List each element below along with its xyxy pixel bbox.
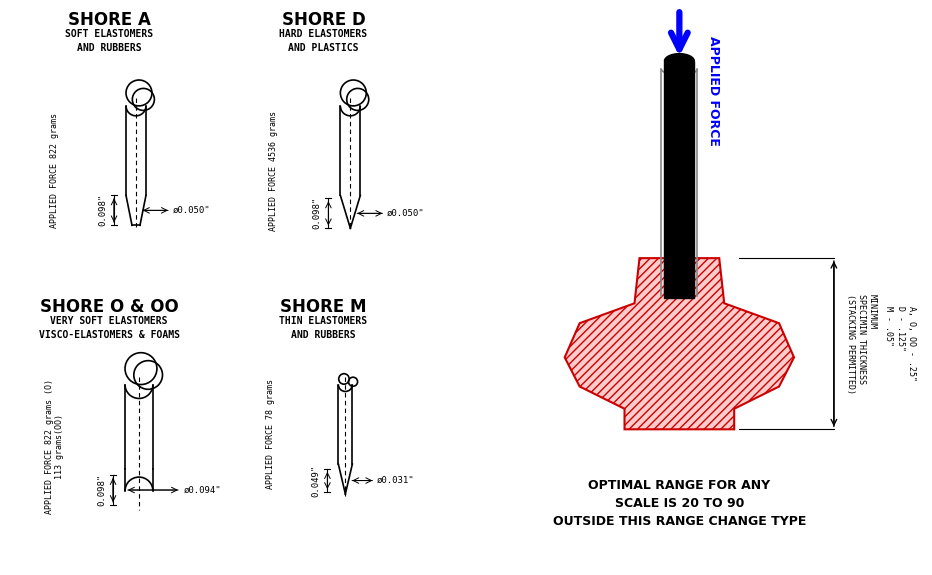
Text: HARD ELASTOMERS
AND PLASTICS: HARD ELASTOMERS AND PLASTICS bbox=[280, 29, 367, 53]
Text: THIN ELASTOMERS
AND RUBBERS: THIN ELASTOMERS AND RUBBERS bbox=[280, 316, 367, 340]
Text: 0.098": 0.098" bbox=[98, 194, 107, 227]
Text: ø0.050": ø0.050" bbox=[172, 206, 211, 215]
Text: SHORE D: SHORE D bbox=[281, 12, 365, 29]
Text: APPLIED FORCE 822 grams: APPLIED FORCE 822 grams bbox=[49, 113, 59, 228]
Text: APPLIED FORCE 4536 grams: APPLIED FORCE 4536 grams bbox=[269, 110, 278, 231]
Text: SHORE A: SHORE A bbox=[68, 12, 150, 29]
Text: APPLIED FORCE 822 grams (O): APPLIED FORCE 822 grams (O) bbox=[45, 379, 54, 513]
Text: 0.049": 0.049" bbox=[311, 465, 321, 497]
Text: SHORE M: SHORE M bbox=[281, 298, 366, 316]
Text: SOFT ELASTOMERS
AND RUBBERS: SOFT ELASTOMERS AND RUBBERS bbox=[65, 29, 153, 53]
Text: 0.098": 0.098" bbox=[97, 474, 106, 506]
Text: 113 grams(OO): 113 grams(OO) bbox=[55, 414, 63, 479]
Text: OPTIMAL RANGE FOR ANY
SCALE IS 20 TO 90
OUTSIDE THIS RANGE CHANGE TYPE: OPTIMAL RANGE FOR ANY SCALE IS 20 TO 90 … bbox=[553, 479, 806, 528]
Text: SHORE O & OO: SHORE O & OO bbox=[40, 298, 178, 316]
Text: ø0.094": ø0.094" bbox=[184, 485, 222, 494]
Text: VERY SOFT ELASTOMERS
VISCO-ELASTOMERS & FOAMS: VERY SOFT ELASTOMERS VISCO-ELASTOMERS & … bbox=[38, 316, 180, 340]
Polygon shape bbox=[665, 53, 694, 61]
Text: 0.098": 0.098" bbox=[312, 197, 322, 229]
Text: APPLIED FORCE: APPLIED FORCE bbox=[707, 36, 720, 146]
Polygon shape bbox=[665, 61, 694, 298]
Text: ø0.031": ø0.031" bbox=[377, 476, 415, 485]
Text: ø0.050": ø0.050" bbox=[387, 209, 425, 218]
Text: A, O, OO - .25"
D - .125"
M - .05": A, O, OO - .25" D - .125" M - .05" bbox=[884, 306, 916, 381]
Text: APPLIED FORCE 78 grams: APPLIED FORCE 78 grams bbox=[266, 380, 275, 489]
Text: MINIMUM
SPECIMIN THICKNESS
(STACKING PERMITTED): MINIMUM SPECIMIN THICKNESS (STACKING PER… bbox=[846, 294, 877, 394]
Polygon shape bbox=[565, 258, 794, 430]
